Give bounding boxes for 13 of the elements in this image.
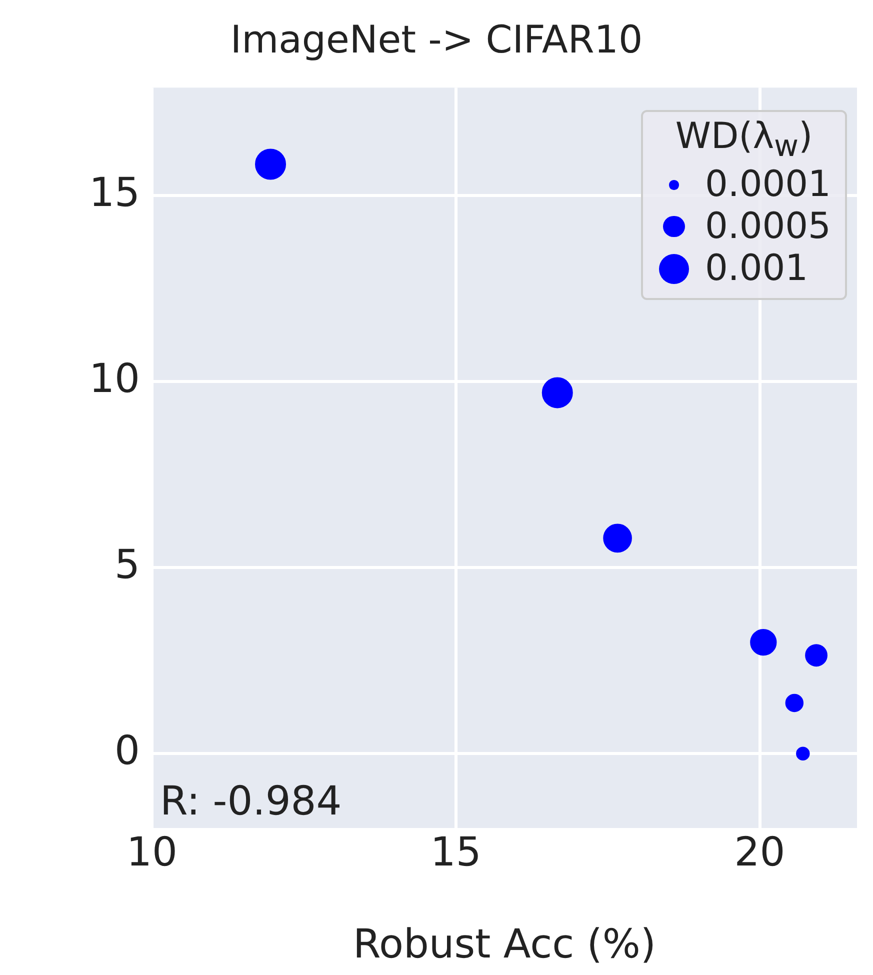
- annotation: R: -0.984: [160, 778, 342, 824]
- x-axis-title: Robust Acc (%): [352, 921, 656, 968]
- legend-label: 0.001: [705, 248, 808, 290]
- x-tick-label: 15: [430, 829, 482, 876]
- y-tick-label: 10: [89, 356, 140, 402]
- y-tick-label: 5: [114, 542, 140, 588]
- chart-title: ImageNet -> CIFAR10: [230, 18, 643, 62]
- legend-label: 0.0005: [705, 206, 831, 248]
- y-tick-label: 15: [89, 170, 140, 216]
- legend-title: WD(λ$_{w}$): [674, 116, 814, 164]
- y-tick-label: 0: [114, 728, 140, 774]
- legend-label: 0.0001: [705, 164, 831, 206]
- x-tick-label: 20: [734, 829, 786, 876]
